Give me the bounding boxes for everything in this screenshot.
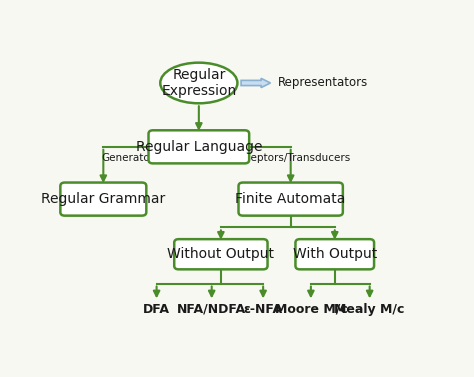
Text: NFA/NDFA: NFA/NDFA: [177, 303, 246, 316]
Text: Representators: Representators: [278, 77, 368, 89]
Ellipse shape: [160, 63, 237, 103]
FancyBboxPatch shape: [60, 182, 146, 216]
Text: Moore M/c: Moore M/c: [274, 303, 347, 316]
Text: With Output: With Output: [292, 247, 377, 261]
FancyBboxPatch shape: [295, 239, 374, 269]
Text: Finite Automata: Finite Automata: [236, 192, 346, 206]
FancyBboxPatch shape: [174, 239, 267, 269]
Text: Generators: Generators: [101, 153, 160, 163]
Text: Mealy M/c: Mealy M/c: [335, 303, 405, 316]
Polygon shape: [241, 78, 271, 87]
Text: Regular Language: Regular Language: [136, 140, 262, 154]
FancyBboxPatch shape: [148, 130, 249, 163]
Text: ε-NFA: ε-NFA: [244, 303, 283, 316]
Text: Regular Grammar: Regular Grammar: [41, 192, 165, 206]
Text: Regular
Expression: Regular Expression: [161, 68, 237, 98]
Text: Acceptors/Transducers: Acceptors/Transducers: [233, 153, 352, 163]
Text: Without Output: Without Output: [167, 247, 274, 261]
Text: DFA: DFA: [143, 303, 170, 316]
FancyBboxPatch shape: [238, 182, 343, 216]
